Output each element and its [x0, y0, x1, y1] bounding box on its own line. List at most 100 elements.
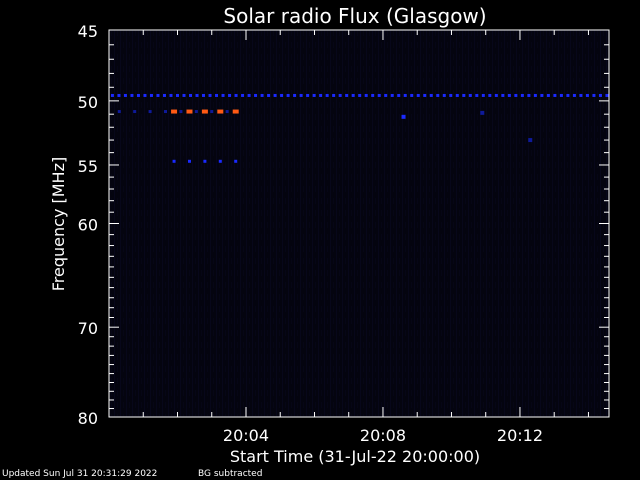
- emission-dot: [234, 93, 238, 97]
- y-tick-label: 70: [78, 319, 98, 338]
- emission-dot: [280, 93, 284, 97]
- emission-dot: [585, 93, 589, 97]
- emission-dot: [533, 93, 537, 97]
- emission-dot: [384, 93, 388, 97]
- y-tick-label: 80: [78, 409, 98, 428]
- emission-dot: [475, 93, 479, 97]
- emission-dot: [110, 93, 114, 97]
- emission-dot: [293, 93, 297, 97]
- emission-dot: [149, 93, 153, 97]
- y-tick-label: 55: [78, 157, 98, 176]
- emission-dot: [488, 93, 492, 97]
- processing-note: BG subtracted: [198, 469, 263, 479]
- emission-dot: [501, 93, 505, 97]
- emission-dot: [169, 93, 173, 97]
- emission-dot: [195, 93, 199, 97]
- emission-dot: [217, 109, 224, 114]
- emission-dot: [364, 93, 368, 97]
- emission-dot: [397, 93, 401, 97]
- emission-dot: [540, 93, 544, 97]
- emission-dot: [338, 93, 342, 97]
- emission-dot: [410, 93, 414, 97]
- emission-dot: [189, 93, 193, 97]
- emission-dot: [164, 110, 168, 114]
- emission-dot: [172, 159, 176, 163]
- emission-dot: [423, 93, 427, 97]
- emission-dot: [182, 93, 186, 97]
- emission-spot: [401, 114, 406, 119]
- emission-dot: [306, 93, 310, 97]
- emission-dot: [123, 93, 127, 97]
- emission-dot: [162, 93, 166, 97]
- emission-dot: [436, 93, 440, 97]
- emission-dot: [507, 93, 511, 97]
- emission-dot: [241, 93, 245, 97]
- emission-dot: [332, 93, 336, 97]
- emission-dot: [186, 109, 193, 114]
- x-tick-label: 20:12: [497, 426, 543, 445]
- chart-title: Solar radio Flux (Glasgow): [223, 4, 486, 28]
- emission-dot: [494, 93, 498, 97]
- emission-dot: [371, 93, 375, 97]
- emission-dot: [221, 93, 225, 97]
- x-tick-label: 20:04: [223, 426, 269, 445]
- emission-dot: [201, 109, 208, 114]
- emission-dot: [520, 93, 524, 97]
- x-axis-label: Start Time (31-Jul-22 20:00:00): [230, 447, 480, 466]
- emission-dot: [148, 110, 152, 114]
- emission-dot: [218, 159, 222, 163]
- emission-dot: [572, 93, 576, 97]
- emission-dot: [553, 93, 557, 97]
- emission-dot: [175, 93, 179, 97]
- emission-dot: [319, 93, 323, 97]
- emission-dot: [267, 93, 271, 97]
- y-axis: 45 50 55 60 70 80: [78, 22, 609, 428]
- emission-dot: [345, 93, 349, 97]
- emission-dot: [232, 109, 239, 114]
- emission-dot: [579, 93, 583, 97]
- emission-dot: [527, 93, 531, 97]
- emission-dot: [312, 93, 316, 97]
- emission-dot: [377, 93, 381, 97]
- emission-dot: [481, 93, 485, 97]
- y-tick-label: 45: [78, 22, 98, 41]
- emission-dot: [416, 93, 420, 97]
- emission-dot: [455, 93, 459, 97]
- emission-dot: [203, 159, 207, 163]
- emission-dot: [299, 93, 303, 97]
- emission-spot: [528, 138, 533, 143]
- plot-background: [109, 30, 609, 417]
- emission-dot: [351, 93, 355, 97]
- emission-dot: [130, 93, 134, 97]
- emission-dot: [210, 110, 214, 114]
- y-tick-label: 50: [78, 93, 98, 112]
- emission-dot: [598, 93, 602, 97]
- emission-dot: [194, 110, 198, 114]
- emission-dot: [143, 93, 147, 97]
- emission-dot: [260, 93, 264, 97]
- emission-dot: [273, 93, 277, 97]
- emission-dot: [215, 93, 219, 97]
- emission-dot: [390, 93, 394, 97]
- emission-dot: [208, 93, 212, 97]
- emission-dot: [514, 93, 518, 97]
- emission-dot: [133, 110, 137, 114]
- y-tick-label: 60: [78, 216, 98, 235]
- emission-dot: [202, 93, 206, 97]
- emission-dot: [449, 93, 453, 97]
- x-tick-label: 20:08: [360, 426, 406, 445]
- emission-dot: [546, 93, 550, 97]
- emission-dot: [566, 93, 570, 97]
- emission-dot: [247, 93, 251, 97]
- emission-dot: [234, 159, 238, 163]
- emission-dot: [325, 93, 329, 97]
- emission-dot: [592, 93, 596, 97]
- emission-dot: [429, 93, 433, 97]
- emission-dot: [605, 93, 609, 97]
- emission-dot: [468, 93, 472, 97]
- update-timestamp: Updated Sun Jul 31 20:31:29 2022: [2, 469, 158, 479]
- emission-dot: [559, 93, 563, 97]
- emission-dot: [358, 93, 362, 97]
- emission-dot: [171, 109, 178, 114]
